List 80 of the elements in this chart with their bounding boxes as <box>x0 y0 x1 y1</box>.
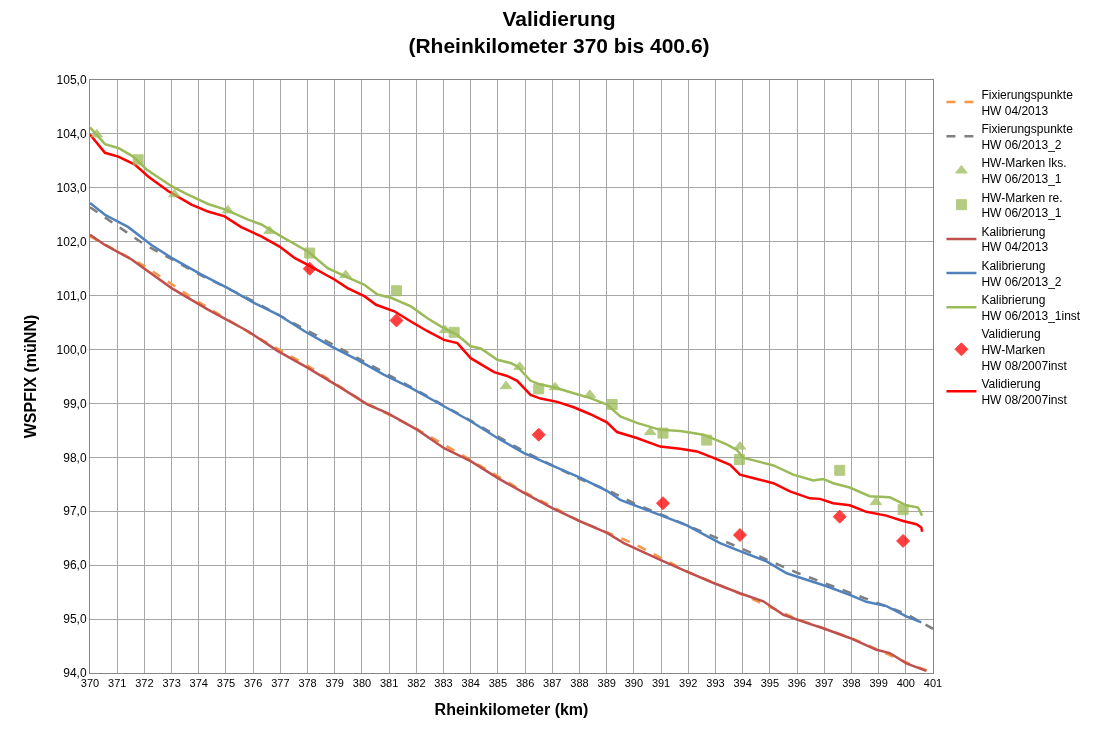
x-tick-label: 390 <box>624 677 644 690</box>
point <box>643 426 657 436</box>
y-tick-label: 102,0 <box>56 234 87 249</box>
y-tick-label: 96,0 <box>63 558 87 573</box>
point <box>448 326 460 338</box>
legend-label: Validierung HW-Marken HW 08/2007inst <box>981 327 1068 373</box>
y-tick-label: 101,0 <box>56 288 87 303</box>
point <box>733 454 745 466</box>
x-tick-label: 378 <box>298 677 317 690</box>
x-axis-title: Rheinkilometer (km) <box>434 700 589 718</box>
x-tick-label: 381 <box>379 677 399 690</box>
x-tick-label: 383 <box>434 677 453 690</box>
point <box>132 154 144 166</box>
point <box>896 533 911 548</box>
x-tick-label: 384 <box>461 677 480 690</box>
point <box>606 399 618 411</box>
x-tick-label: 399 <box>869 677 888 690</box>
legend-label: Fixierungspunkte HW 04/2013 <box>981 87 1074 118</box>
x-tick-label: 396 <box>787 677 807 690</box>
point <box>533 383 545 395</box>
x-tick-label: 387 <box>543 677 562 690</box>
x-tick-label: 373 <box>162 677 181 690</box>
y-tick-label: 99,0 <box>63 396 87 411</box>
legend-label: Kalibrierung HW 06/2013_1inst <box>981 293 1081 323</box>
x-tick-label: 379 <box>325 677 344 690</box>
x-tick-label: 389 <box>597 677 616 690</box>
point <box>168 188 181 198</box>
x-tick-label: 391 <box>651 677 671 690</box>
x-tick-label: 372 <box>135 677 154 690</box>
point <box>499 380 513 390</box>
legend-label: HW-Marken lks. HW 06/2013_1 <box>981 156 1067 186</box>
x-tick-label: 385 <box>488 677 508 690</box>
point <box>701 434 713 446</box>
legend-label: Validierung HW 08/2007inst <box>981 377 1068 407</box>
chart-title: Validierung (Rheinkilometer 370 bis 400.6) <box>408 6 710 57</box>
y-tick-label: 97,0 <box>63 504 87 519</box>
y-axis-title: WSPFIX (müNN) <box>22 314 40 439</box>
x-tick-label: 371 <box>108 677 127 690</box>
point <box>389 313 404 328</box>
x-tick-label: 392 <box>679 677 698 690</box>
y-tick-label: 95,0 <box>63 612 87 627</box>
point <box>897 504 909 516</box>
legend-label: Fixierungspunkte HW 06/2013_2 <box>981 122 1074 152</box>
point <box>339 269 352 279</box>
point <box>834 464 846 476</box>
point <box>304 247 316 259</box>
y-tick-label: 98,0 <box>63 450 87 465</box>
x-tick-label: 380 <box>352 677 372 690</box>
x-tick-label: 401 <box>923 677 943 690</box>
x-tick-label: 386 <box>515 677 535 690</box>
x-tick-label: 394 <box>733 677 752 690</box>
legend-label: HW-Marken re. HW 06/2013_1 <box>981 190 1063 221</box>
point <box>221 204 235 214</box>
point <box>531 427 546 442</box>
point <box>390 285 402 297</box>
legend-label: Kalibrierung HW 06/2013_2 <box>981 258 1062 289</box>
point <box>90 128 104 138</box>
point <box>832 509 847 524</box>
x-tick-label: 377 <box>271 677 290 690</box>
y-tick-label: 103,0 <box>56 181 87 196</box>
x-tick-label: 376 <box>243 677 263 690</box>
point <box>657 427 669 439</box>
point <box>732 527 747 542</box>
x-tick-label: 393 <box>706 677 725 690</box>
point <box>302 261 317 276</box>
x-tick-label: 382 <box>407 677 426 690</box>
y-tick-label: 104,0 <box>56 127 87 142</box>
x-tick-label: 388 <box>570 677 589 690</box>
x-tick-label: 395 <box>760 677 780 690</box>
x-tick-label: 397 <box>815 677 834 690</box>
x-tick-label: 374 <box>189 677 208 690</box>
legend-label: Kalibrierung HW 04/2013 <box>981 224 1049 255</box>
x-tick-label: 400 <box>896 677 915 690</box>
point <box>655 496 670 511</box>
y-tick-label: 105,0 <box>56 73 87 88</box>
point <box>548 381 562 391</box>
point <box>869 496 883 506</box>
x-tick-label: 375 <box>216 677 236 690</box>
x-tick-label: 398 <box>842 677 861 690</box>
y-tick-label: 100,0 <box>56 342 87 357</box>
